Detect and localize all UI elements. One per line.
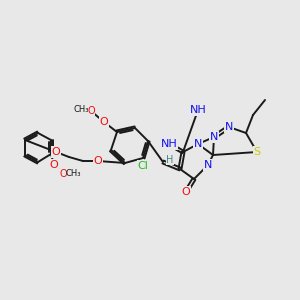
Text: O: O — [52, 147, 60, 157]
Text: O: O — [182, 187, 190, 197]
Text: H: H — [166, 155, 174, 165]
Text: N: N — [210, 132, 218, 142]
Text: N: N — [194, 139, 202, 149]
Text: O: O — [50, 160, 58, 170]
Text: O: O — [94, 156, 102, 166]
Text: CH₃: CH₃ — [65, 169, 81, 178]
Text: N: N — [204, 160, 212, 170]
Text: NH: NH — [190, 105, 206, 115]
Text: N: N — [225, 122, 233, 132]
Text: O: O — [87, 106, 95, 116]
Text: O: O — [59, 169, 67, 179]
Text: CH₃: CH₃ — [73, 106, 89, 115]
Text: NH: NH — [160, 139, 177, 149]
Text: Cl: Cl — [138, 161, 148, 171]
Text: O: O — [100, 117, 108, 127]
Text: S: S — [254, 147, 261, 157]
